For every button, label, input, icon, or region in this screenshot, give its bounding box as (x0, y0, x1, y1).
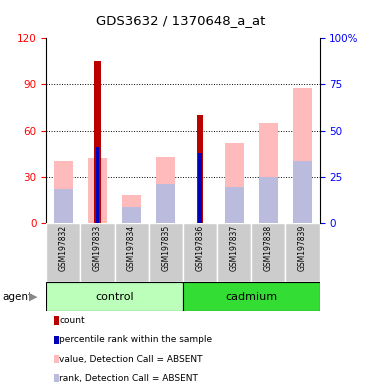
Text: cadmium: cadmium (225, 291, 277, 302)
Bar (251, 223, 285, 282)
Bar (293, 161, 312, 223)
Bar (197, 115, 203, 223)
Bar (259, 123, 278, 223)
Text: count: count (59, 316, 85, 325)
Text: GSM197839: GSM197839 (298, 225, 307, 271)
Text: GSM197835: GSM197835 (161, 225, 170, 271)
Text: GSM197832: GSM197832 (59, 225, 68, 271)
Text: GSM197836: GSM197836 (196, 225, 204, 271)
Text: percentile rank within the sample: percentile rank within the sample (59, 335, 213, 344)
Text: rank, Detection Call = ABSENT: rank, Detection Call = ABSENT (59, 374, 198, 383)
Text: GSM197833: GSM197833 (93, 225, 102, 271)
Text: agent: agent (2, 291, 32, 302)
Bar (149, 223, 183, 282)
Bar (225, 187, 244, 223)
Bar (183, 223, 217, 282)
Bar (115, 223, 149, 282)
Bar (217, 223, 251, 282)
Bar (198, 153, 202, 223)
Bar (54, 189, 73, 223)
Bar (285, 223, 320, 282)
Bar (225, 143, 244, 223)
Text: GSM197838: GSM197838 (264, 225, 273, 271)
Bar (259, 177, 278, 223)
Text: GSM197837: GSM197837 (229, 225, 239, 271)
Text: ▶: ▶ (29, 291, 38, 302)
Bar (54, 161, 73, 223)
Bar (156, 157, 175, 223)
Bar (46, 282, 183, 311)
Bar (122, 195, 141, 223)
Text: control: control (95, 291, 134, 302)
Bar (94, 61, 100, 223)
Text: GDS3632 / 1370648_a_at: GDS3632 / 1370648_a_at (96, 14, 266, 27)
Bar (96, 147, 99, 223)
Text: GSM197834: GSM197834 (127, 225, 136, 271)
Text: value, Detection Call = ABSENT: value, Detection Call = ABSENT (59, 354, 203, 364)
Bar (183, 282, 320, 311)
Bar (46, 223, 80, 282)
Bar (293, 88, 312, 223)
Bar (88, 158, 107, 223)
Bar (122, 207, 141, 223)
Bar (80, 223, 115, 282)
Bar (156, 184, 175, 223)
